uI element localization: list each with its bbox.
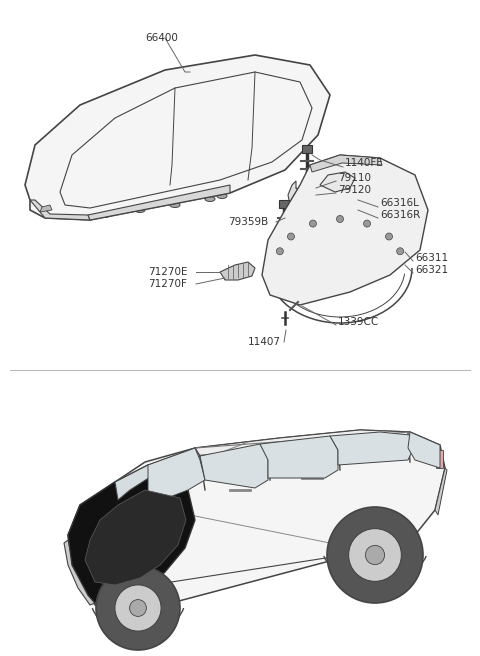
Polygon shape	[330, 432, 415, 465]
Circle shape	[294, 292, 306, 304]
Polygon shape	[68, 465, 195, 603]
Text: 79120: 79120	[338, 185, 371, 195]
Circle shape	[276, 248, 283, 255]
Text: 66400: 66400	[145, 33, 178, 43]
Circle shape	[310, 220, 316, 227]
Ellipse shape	[217, 194, 227, 199]
Polygon shape	[25, 55, 330, 220]
Polygon shape	[279, 200, 289, 208]
Polygon shape	[435, 468, 447, 515]
Polygon shape	[148, 448, 205, 500]
Circle shape	[348, 529, 401, 581]
Text: 1140FE: 1140FE	[345, 158, 384, 168]
Polygon shape	[260, 436, 338, 478]
Text: 11407: 11407	[248, 337, 281, 347]
Circle shape	[115, 585, 161, 631]
Polygon shape	[148, 480, 162, 494]
Circle shape	[396, 248, 404, 255]
Polygon shape	[302, 145, 312, 153]
Circle shape	[385, 233, 393, 240]
Text: 66311: 66311	[415, 253, 448, 263]
Polygon shape	[30, 200, 90, 220]
Text: 66316L: 66316L	[380, 198, 419, 208]
Text: 79110: 79110	[338, 173, 371, 183]
Text: 79359B: 79359B	[228, 217, 268, 227]
Polygon shape	[64, 540, 95, 605]
Polygon shape	[68, 430, 445, 610]
Polygon shape	[225, 445, 315, 454]
Polygon shape	[85, 490, 186, 585]
Circle shape	[327, 507, 423, 603]
Ellipse shape	[135, 207, 145, 213]
Polygon shape	[310, 155, 382, 172]
Circle shape	[336, 216, 344, 222]
Text: 66321: 66321	[415, 265, 448, 275]
Polygon shape	[70, 490, 112, 540]
Polygon shape	[436, 450, 443, 468]
Ellipse shape	[205, 197, 215, 201]
Polygon shape	[115, 448, 200, 500]
Polygon shape	[200, 444, 268, 488]
Text: 1339CC: 1339CC	[338, 317, 379, 327]
Text: 71270E: 71270E	[148, 267, 188, 277]
Circle shape	[363, 220, 371, 227]
Circle shape	[297, 295, 303, 301]
Polygon shape	[262, 155, 428, 305]
Text: 71270F: 71270F	[148, 279, 187, 289]
Polygon shape	[288, 181, 320, 215]
Polygon shape	[408, 432, 440, 468]
Ellipse shape	[100, 213, 110, 218]
Text: 66316R: 66316R	[380, 210, 420, 220]
Polygon shape	[88, 185, 230, 220]
Circle shape	[130, 600, 146, 617]
Ellipse shape	[170, 203, 180, 207]
Circle shape	[365, 545, 384, 565]
Polygon shape	[220, 262, 255, 280]
Polygon shape	[195, 430, 415, 456]
Circle shape	[96, 566, 180, 650]
Polygon shape	[40, 205, 52, 212]
Polygon shape	[320, 172, 355, 192]
Circle shape	[288, 233, 294, 240]
